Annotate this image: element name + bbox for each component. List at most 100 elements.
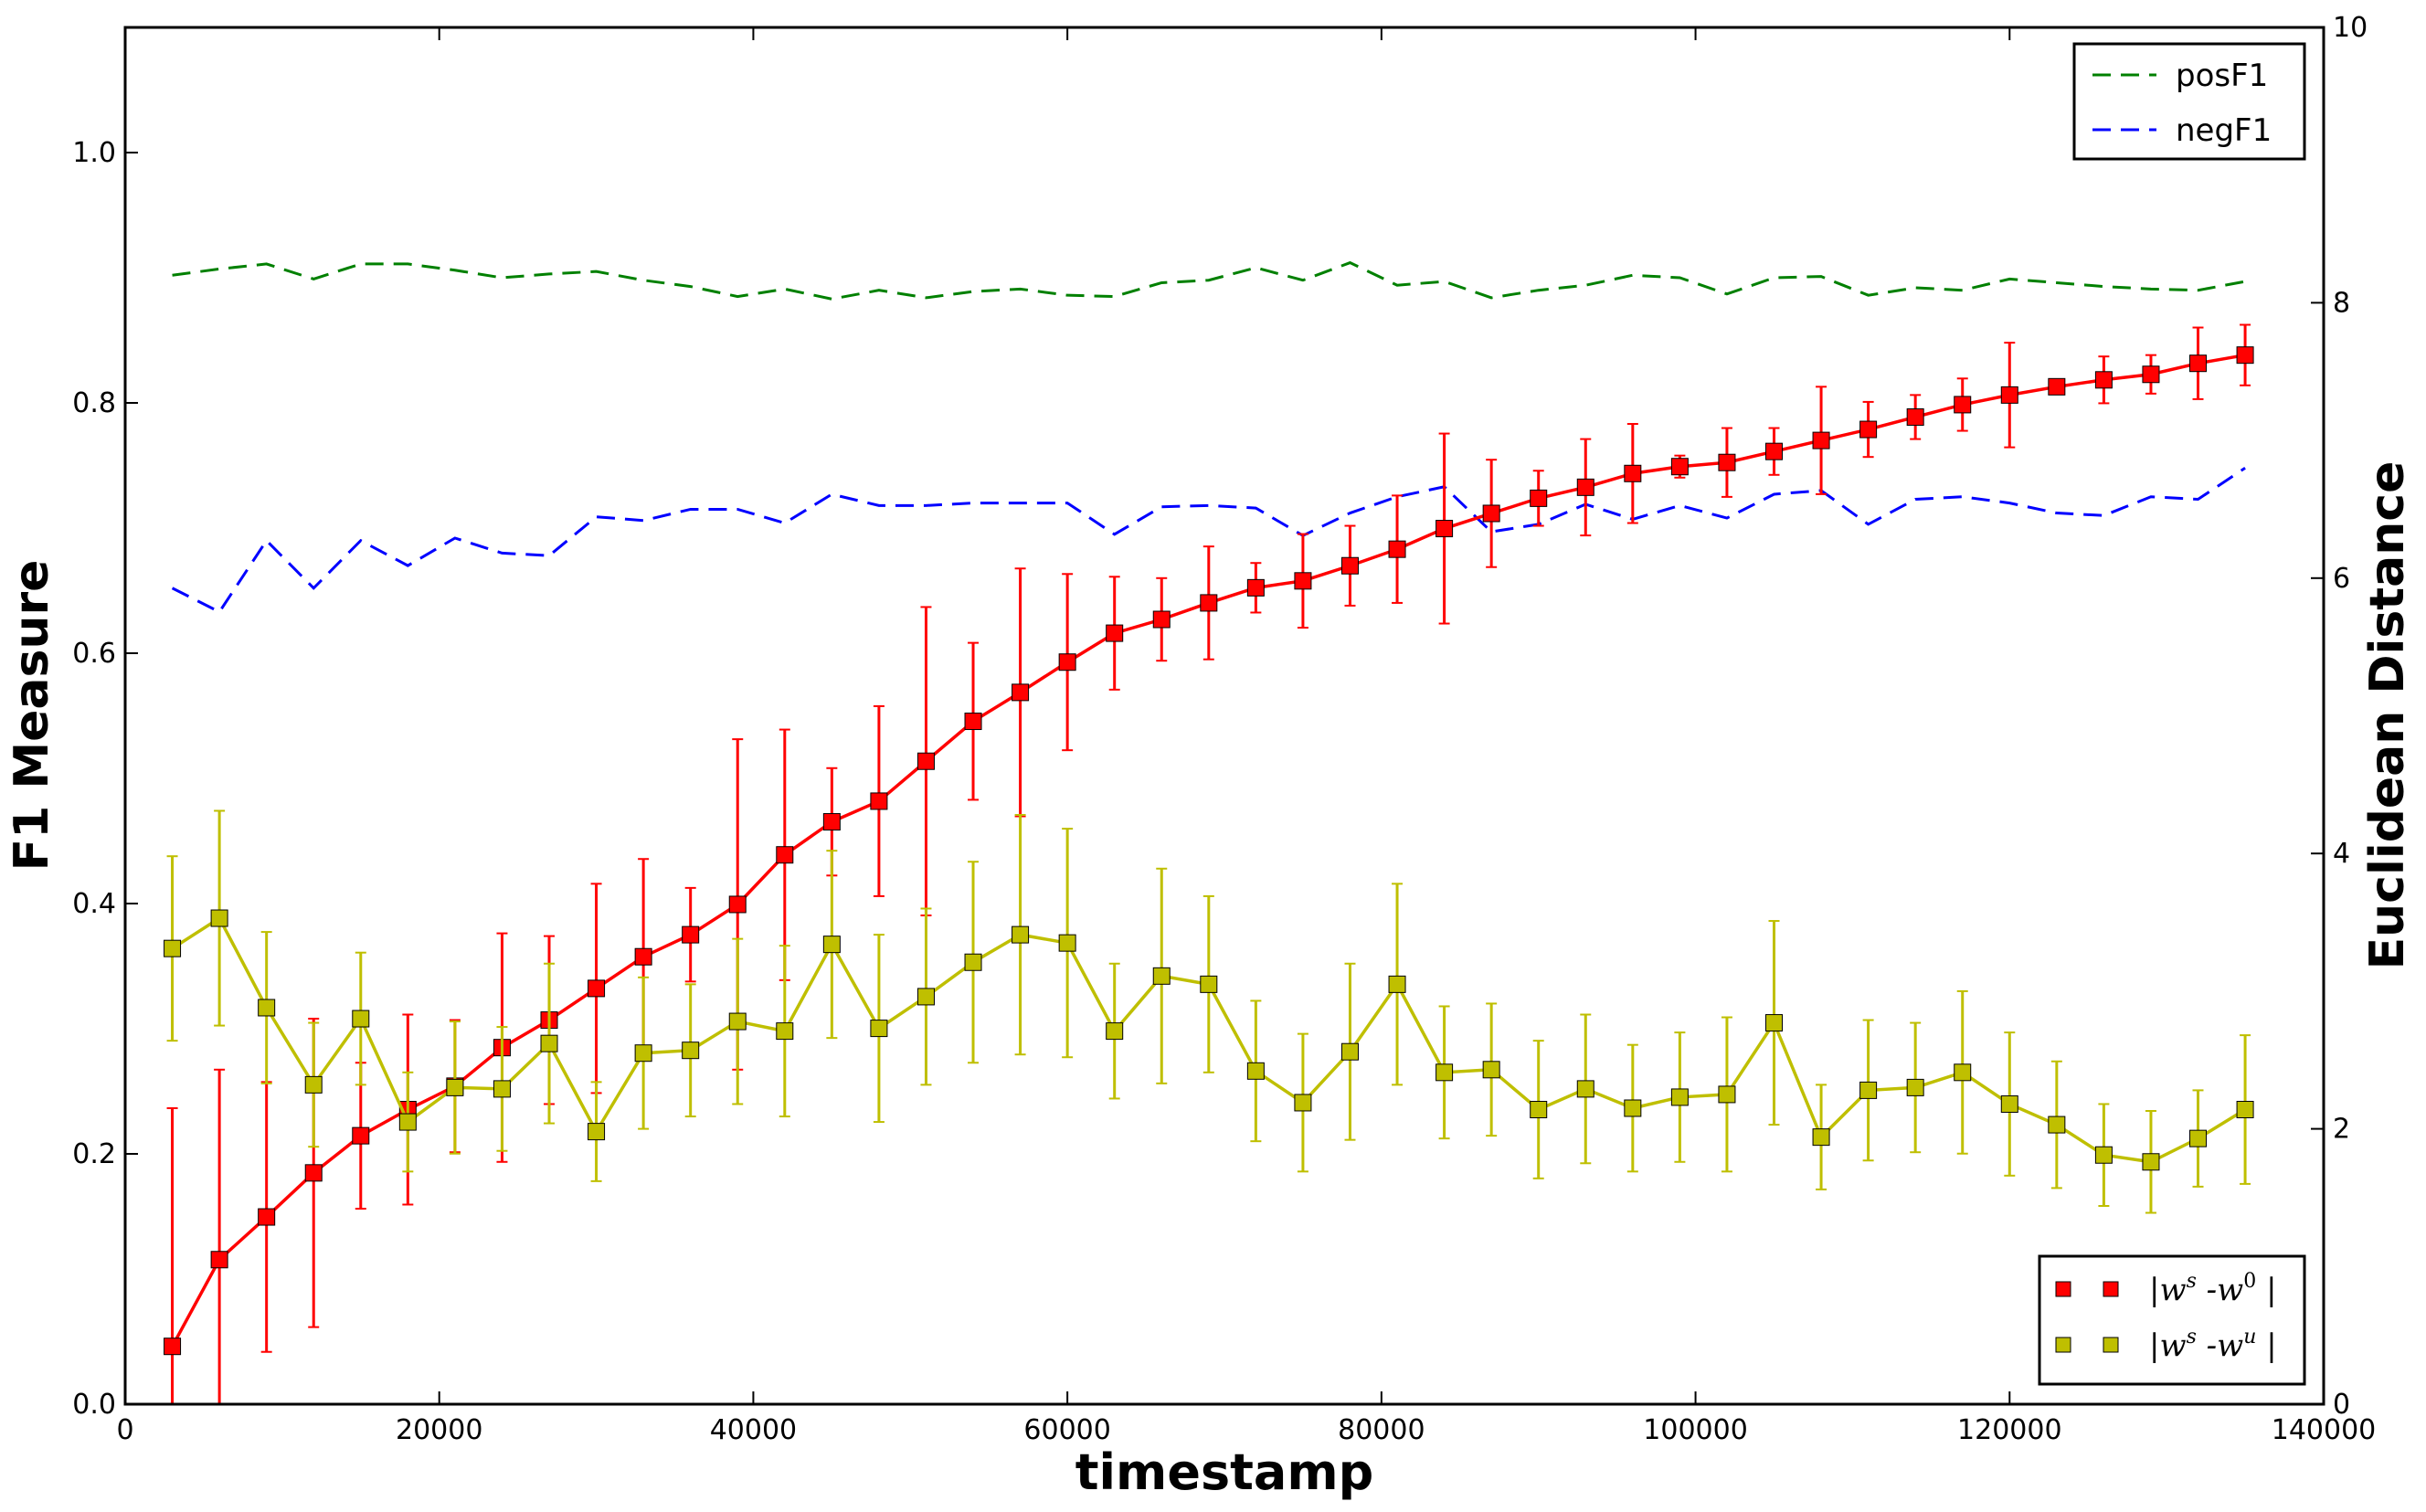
marker-ws-wu	[2236, 1101, 2254, 1119]
marker-ws-w0	[1765, 442, 1783, 460]
legend-marker-ws-w0-b	[2103, 1281, 2119, 1297]
x-tick-label: 20000	[396, 1414, 482, 1446]
marker-ws-w0	[1152, 610, 1171, 629]
marker-ws-wu	[2048, 1115, 2066, 1134]
marker-ws-w0	[870, 792, 888, 810]
marker-ws-wu	[1012, 925, 1030, 944]
marker-ws-w0	[588, 979, 606, 998]
marker-ws-w0	[1388, 540, 1406, 558]
series-clip-group	[164, 260, 2254, 1404]
marker-ws-w0	[1859, 420, 1878, 439]
legend-label-ws-wu: |ws -wu |	[2149, 1326, 2277, 1364]
marker-ws-w0	[2189, 354, 2208, 373]
marker-ws-wu	[682, 1041, 700, 1060]
marker-ws-wu	[1340, 1042, 1359, 1061]
marker-ws-w0	[1718, 453, 1736, 471]
marker-ws-wu	[1246, 1062, 1265, 1080]
marker-ws-wu	[446, 1078, 464, 1096]
marker-ws-w0	[2000, 386, 2018, 404]
legend-label-negF1: negF1	[2176, 112, 2272, 149]
marker-ws-wu	[822, 936, 841, 954]
marker-ws-w0	[916, 752, 935, 770]
marker-ws-wu	[2094, 1146, 2113, 1164]
marker-ws-w0	[164, 1338, 182, 1356]
marker-ws-wu	[1954, 1063, 1972, 1082]
x-tick-label: 100000	[1643, 1414, 1748, 1446]
y-tick-label: 0.6	[72, 638, 116, 670]
marker-ws-wu	[916, 988, 935, 1006]
legend-top: posF1 negF1	[2072, 42, 2306, 161]
series-line-negF1	[171, 466, 2246, 614]
y-tick-label: 0.4	[72, 888, 116, 920]
legend-marker-ws-wu-a	[2055, 1337, 2071, 1353]
y2-tick-label: 6	[2333, 563, 2350, 595]
series-group-ws-wu	[164, 809, 2254, 1214]
marker-ws-wu	[2142, 1153, 2160, 1171]
marker-ws-w0	[1906, 407, 1924, 426]
legend-bottom-frame	[2038, 1254, 2306, 1386]
marker-ws-w0	[258, 1208, 276, 1226]
marker-ws-w0	[1435, 520, 1454, 538]
series-layer	[164, 260, 2254, 1404]
marker-ws-w0	[2236, 346, 2254, 365]
series-line-posF1	[172, 260, 2246, 301]
marker-ws-wu	[1435, 1063, 1454, 1082]
marker-ws-wu	[540, 1034, 558, 1052]
legend-label-ws-w0: |ws -w0 |	[2149, 1270, 2277, 1308]
marker-ws-wu	[634, 1044, 652, 1063]
y-tick-label: 1.0	[72, 137, 116, 169]
marker-ws-w0	[2094, 371, 2113, 389]
marker-ws-wu	[258, 999, 276, 1017]
marker-ws-w0	[1340, 556, 1359, 575]
legend-bottom: |ws -w0 | |ws -wu |	[2038, 1254, 2306, 1386]
x-tick-label: 80000	[1338, 1414, 1425, 1446]
marker-ws-w0	[1576, 478, 1594, 496]
marker-ws-w0	[682, 925, 700, 944]
y2-tick-label: 4	[2333, 838, 2350, 870]
y-tick-label: 0.2	[72, 1138, 116, 1170]
marker-ws-w0	[728, 895, 747, 914]
marker-ws-wu	[1624, 1099, 1642, 1117]
marker-ws-w0	[776, 846, 794, 864]
marker-ws-wu	[352, 1010, 370, 1028]
marker-ws-wu	[493, 1080, 511, 1098]
marker-ws-wu	[1718, 1085, 1736, 1104]
y-tick-label: 0.8	[72, 387, 116, 419]
marker-ws-wu	[210, 909, 228, 927]
x-tick-label: 120000	[1957, 1414, 2062, 1446]
marker-ws-w0	[1012, 683, 1030, 702]
marker-ws-wu	[1294, 1094, 1312, 1112]
marker-ws-w0	[822, 813, 841, 831]
marker-ws-wu	[964, 953, 982, 971]
legend-label-posF1: posF1	[2176, 58, 2268, 94]
marker-ws-w0	[352, 1126, 370, 1145]
legend-marker-ws-wu-b	[2103, 1337, 2119, 1353]
marker-ws-wu	[1765, 1014, 1783, 1032]
marker-ws-w0	[304, 1164, 323, 1182]
marker-ws-wu	[776, 1022, 794, 1041]
y2-tick-label: 10	[2333, 12, 2368, 44]
marker-ws-w0	[1954, 396, 1972, 414]
marker-ws-w0	[1294, 572, 1312, 590]
marker-ws-wu	[728, 1012, 747, 1031]
marker-ws-w0	[1670, 458, 1689, 476]
x-tick-label: 40000	[710, 1414, 797, 1446]
marker-ws-wu	[1106, 1022, 1124, 1041]
x-tick-label: 0	[116, 1414, 133, 1446]
marker-ws-wu	[1812, 1128, 1830, 1147]
legend-marker-ws-w0-a	[2055, 1281, 2071, 1297]
y-tick-label: 0.0	[72, 1389, 116, 1421]
marker-ws-w0	[2048, 377, 2066, 396]
marker-ws-w0	[210, 1251, 228, 1269]
plot-frame	[123, 26, 2325, 1406]
marker-ws-wu	[588, 1123, 606, 1141]
marker-ws-w0	[2142, 365, 2160, 384]
marker-ws-wu	[1906, 1078, 1924, 1096]
marker-ws-wu	[304, 1075, 323, 1094]
marker-ws-wu	[1482, 1061, 1500, 1079]
marker-ws-wu	[1388, 975, 1406, 993]
marker-ws-w0	[1530, 489, 1548, 507]
x-axis-title: timestamp	[1075, 1443, 1374, 1501]
y2-axis-title: Euclidean Distance	[2360, 461, 2415, 970]
marker-ws-w0	[1812, 431, 1830, 449]
